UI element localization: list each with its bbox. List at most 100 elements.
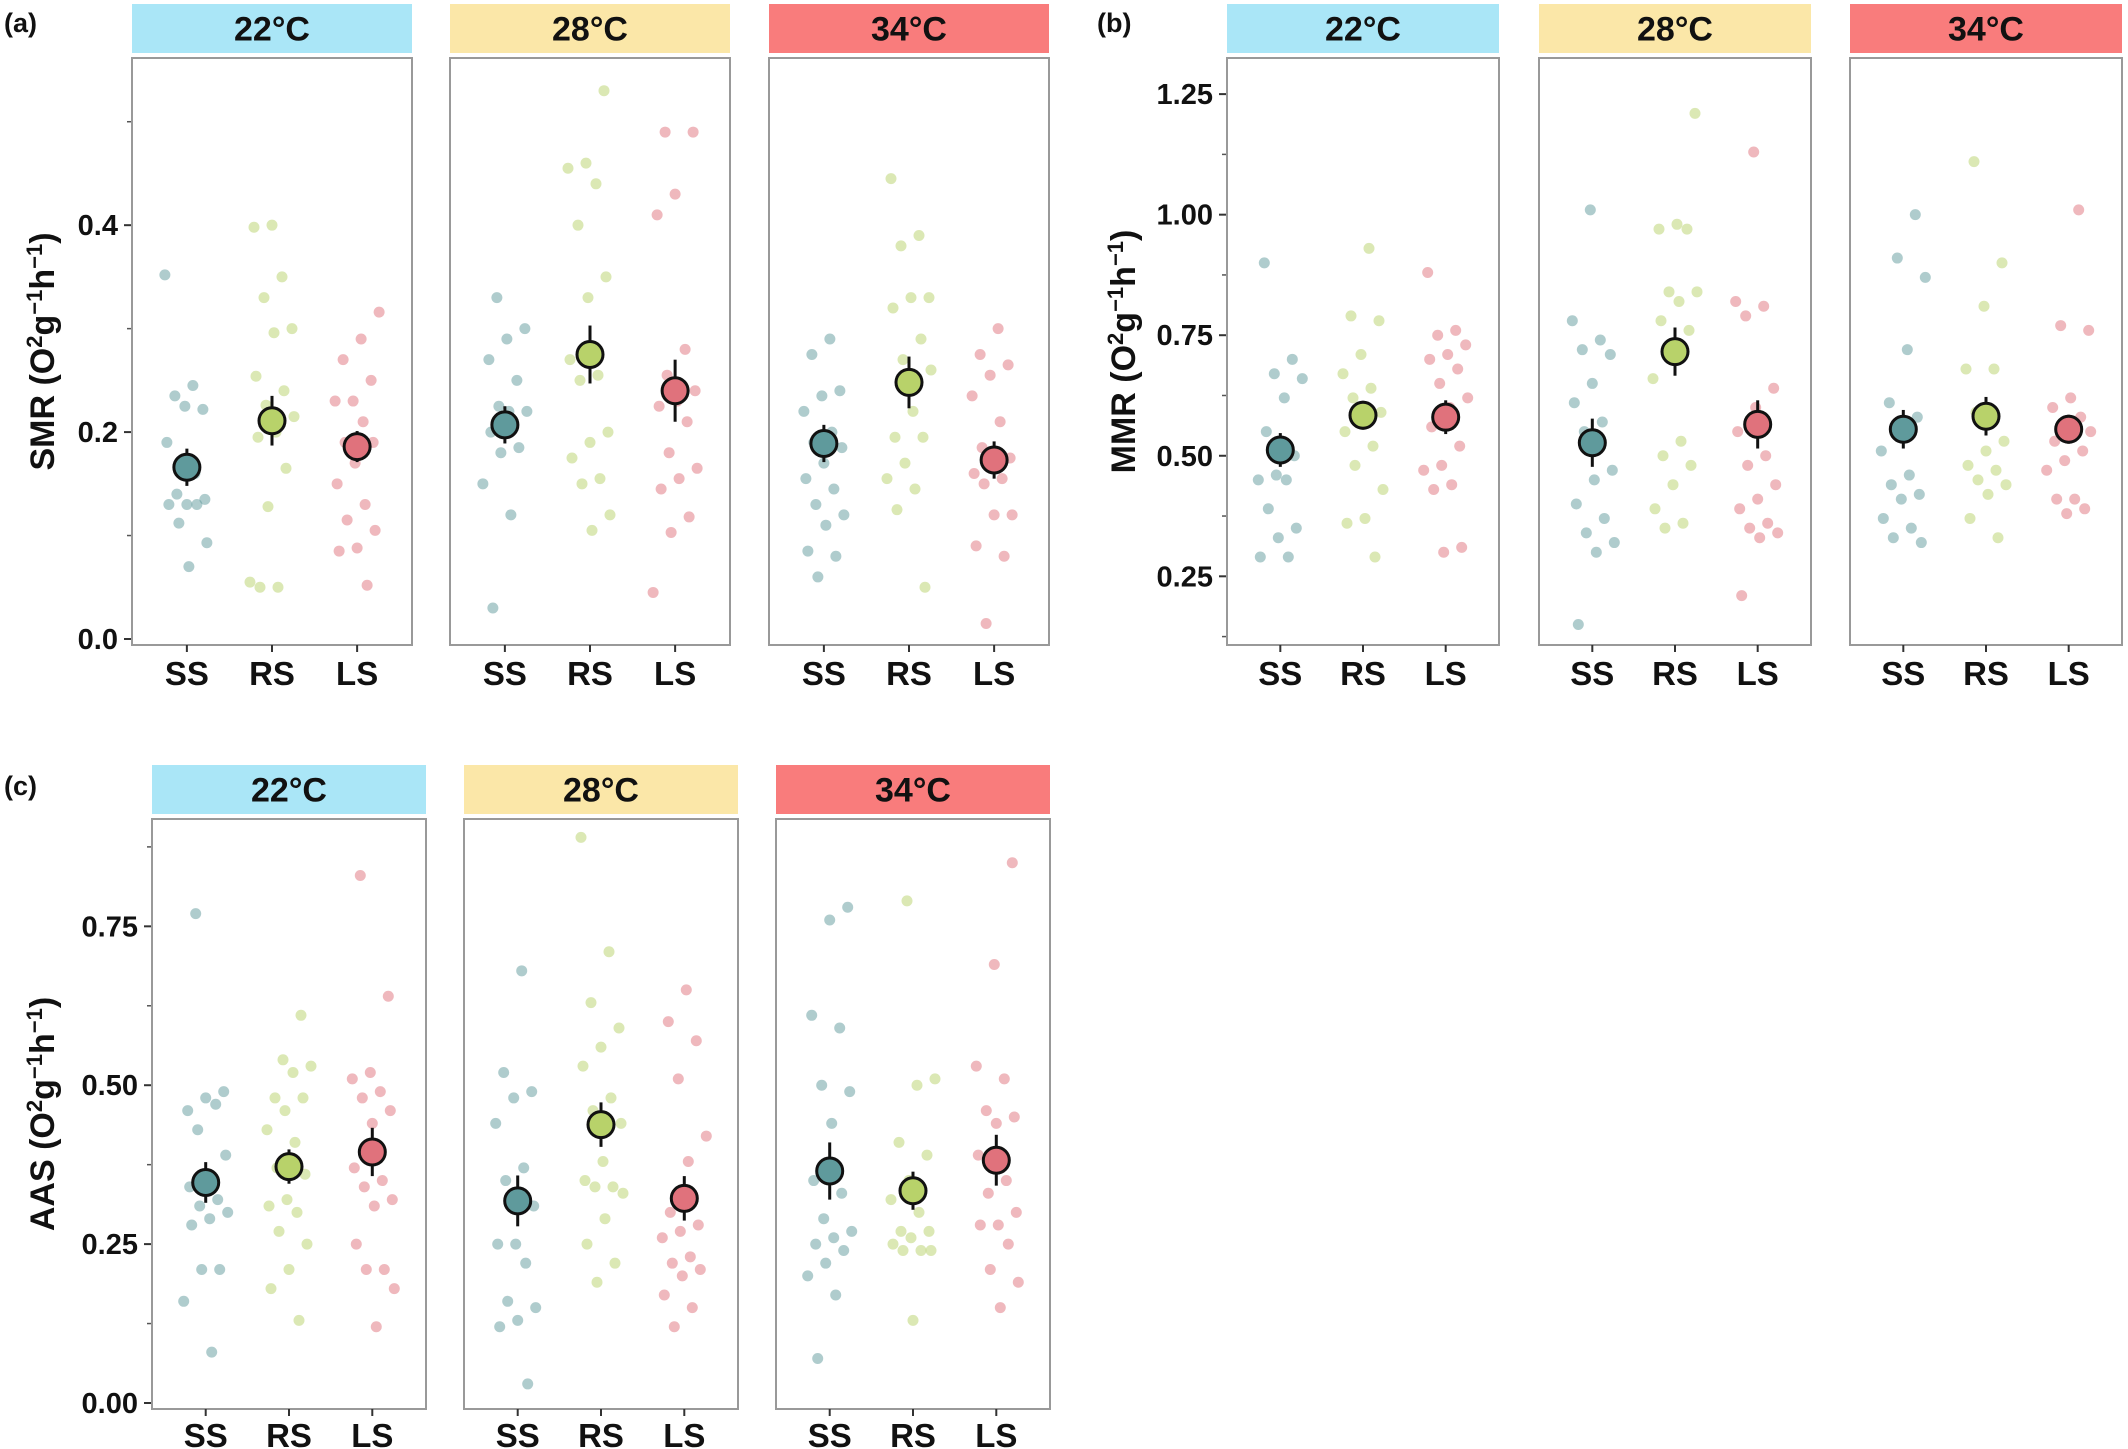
- data-point: [684, 1251, 696, 1263]
- data-point: [1355, 349, 1367, 360]
- data-point: [1436, 459, 1448, 471]
- data-point: [679, 343, 691, 355]
- data-point: [1006, 509, 1018, 521]
- mean-point: [1660, 337, 1690, 367]
- facet-0: 22°C SS RS LS: [151, 765, 427, 1449]
- data-point: [689, 385, 701, 397]
- data-point: [1424, 353, 1436, 365]
- y-axis-title-part: ): [1105, 230, 1143, 241]
- data-point: [887, 1238, 899, 1250]
- data-point: [510, 1238, 522, 1250]
- data-point: [187, 380, 199, 392]
- data-point: [516, 965, 528, 977]
- data-point: [603, 946, 615, 958]
- data-point: [844, 1086, 856, 1098]
- data-point: [984, 1264, 996, 1276]
- data-point: [178, 1295, 190, 1307]
- data-point: [1998, 435, 2010, 447]
- data-point: [501, 333, 513, 345]
- facet-2: 34°C SS RS LS: [775, 765, 1051, 1449]
- data-point: [1919, 271, 1931, 283]
- data-point: [1988, 363, 2000, 375]
- data-point: [994, 416, 1006, 428]
- data-point: [280, 462, 292, 474]
- data-point: [357, 416, 369, 428]
- data-point: [1002, 1238, 1014, 1250]
- y-tick-label: 1.25: [1157, 79, 1213, 111]
- mean-point: [2054, 414, 2084, 444]
- data-point: [244, 576, 256, 588]
- data-point: [1655, 315, 1667, 327]
- facet-strip-label: 28°C: [552, 11, 628, 49]
- data-point: [1691, 286, 1703, 298]
- data-point: [494, 1321, 506, 1333]
- data-point: [1373, 315, 1385, 327]
- data-point: [1446, 479, 1458, 491]
- data-point: [196, 1264, 208, 1276]
- data-point: [700, 1130, 712, 1142]
- data-point: [656, 1232, 668, 1244]
- data-point: [925, 364, 937, 376]
- data-point: [1434, 377, 1446, 389]
- data-point: [584, 436, 596, 448]
- data-point: [972, 1149, 984, 1161]
- data-point: [662, 1016, 674, 1028]
- x-tick-label: SS: [1570, 655, 1614, 692]
- data-point: [369, 524, 381, 536]
- data-point: [836, 442, 848, 454]
- facet-0: 22°C SS RS LS: [131, 4, 413, 692]
- data-point: [2079, 503, 2091, 515]
- data-point: [992, 323, 1004, 335]
- data-point: [586, 524, 598, 536]
- data-point: [1875, 445, 1887, 457]
- data-point: [970, 540, 982, 552]
- data-point: [1647, 373, 1659, 385]
- y-axis-title-part: −1: [22, 1054, 47, 1079]
- data-point: [1272, 532, 1284, 544]
- data-point: [830, 1289, 842, 1301]
- data-point: [1734, 503, 1746, 515]
- data-point: [1347, 392, 1359, 404]
- data-point: [502, 1295, 514, 1307]
- data-point: [2047, 402, 2059, 414]
- data-point: [1337, 368, 1349, 380]
- data-point: [1594, 334, 1606, 346]
- data-point: [683, 511, 695, 523]
- y-axis-title-part: g: [1105, 312, 1143, 333]
- data-point: [1006, 857, 1018, 869]
- data-point: [1363, 242, 1375, 254]
- data-point: [911, 1079, 923, 1091]
- data-point: [201, 537, 213, 549]
- data-point: [388, 1283, 400, 1295]
- data-point: [1596, 416, 1608, 428]
- mean-point: [898, 1176, 928, 1206]
- data-point: [286, 323, 298, 335]
- data-point: [966, 390, 978, 402]
- data-point: [810, 1238, 822, 1250]
- mean-point: [1577, 428, 1607, 458]
- data-point: [483, 354, 495, 366]
- y-tick-label: 0.4: [78, 210, 118, 242]
- data-point: [816, 1079, 828, 1091]
- data-point: [1349, 459, 1361, 471]
- data-point: [1689, 107, 1701, 119]
- data-point: [1260, 426, 1272, 438]
- y-tick-label: 0.25: [1157, 561, 1213, 593]
- data-point: [1649, 503, 1661, 515]
- y-tick-label: 0.0: [78, 624, 118, 656]
- data-point: [199, 493, 211, 505]
- data-point: [200, 1092, 212, 1104]
- data-point: [355, 333, 367, 345]
- data-point: [295, 1009, 307, 1021]
- data-point: [907, 1314, 919, 1326]
- data-point: [984, 369, 996, 381]
- data-point: [2069, 493, 2081, 505]
- data-point: [266, 219, 278, 231]
- y-axis-title-part: MMR (O: [1105, 345, 1143, 473]
- data-point: [566, 452, 578, 464]
- data-point: [530, 1302, 542, 1314]
- data-point: [337, 354, 349, 366]
- mean-point: [172, 452, 202, 482]
- data-point: [2085, 426, 2097, 438]
- data-point: [663, 447, 675, 459]
